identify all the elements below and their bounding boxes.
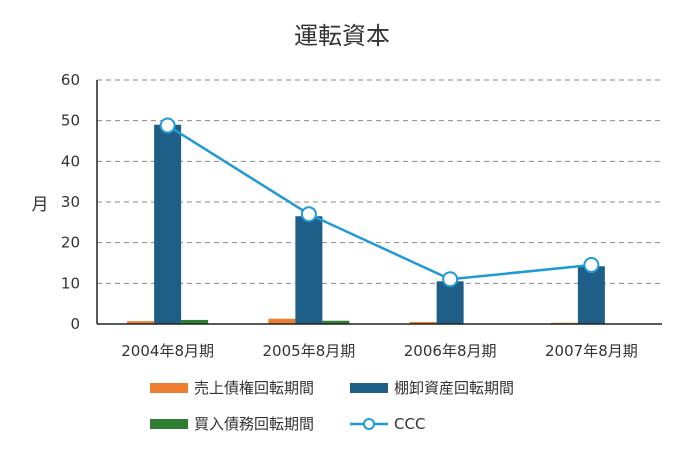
legend-swatch [350,383,388,393]
x-tick-label: 2004年8月期 [121,342,214,360]
bar [577,266,605,324]
legend-label: 買入債務回転期間 [194,415,314,433]
bar [181,319,209,324]
tick-labels: 0 10 20 30 40 50 60 2004年8月期 2005年8月期 2006年8月期 200… [61,71,638,360]
legend-item: 買入債務回転期間 [150,415,314,433]
legend-marker [363,418,375,430]
gridlines [97,79,662,284]
x-tick-label: 2006年8月期 [404,342,497,360]
legend-label: 売上債権回転期間 [194,379,314,397]
y-tick-label: 30 [61,193,80,211]
legend-swatch [150,419,188,429]
bar [127,321,155,324]
legend-item: 売上債権回転期間 [150,379,314,397]
ccc-line-layer [159,117,600,288]
bar [295,216,323,324]
legend-label: 棚卸資産回転期間 [394,379,514,397]
chart-title: 運転資本 [294,22,390,50]
bar [409,321,437,324]
x-tick-label: 2005年8月期 [263,342,356,360]
bars [127,124,605,324]
legend-swatch [150,383,188,393]
axes [96,80,662,325]
bar [322,320,350,324]
y-axis-label: 月 [32,195,49,215]
legend-item: 棚卸資産回転期間 [350,379,514,397]
legend-item: CCC [350,415,425,433]
legend-label: CCC [394,415,425,433]
bar [268,318,296,324]
y-tick-label: 50 [61,112,80,130]
x-tick-label: 2007年8月期 [545,342,638,360]
bar [436,281,464,324]
y-tick-label: 60 [61,71,80,89]
bar [154,124,182,324]
y-tick-label: 10 [61,274,80,292]
data-point [442,271,459,288]
series-line [166,124,592,281]
y-tick-label: 40 [61,152,80,170]
data-point [583,257,600,274]
data-point [159,117,176,134]
y-tick-label: 0 [70,315,80,333]
data-point [300,206,317,223]
y-tick-label: 20 [61,234,80,252]
